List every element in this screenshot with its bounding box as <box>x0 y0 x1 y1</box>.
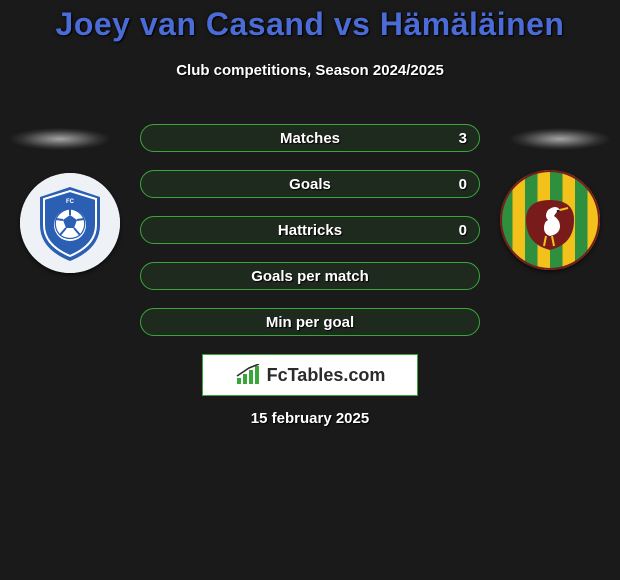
stat-row-goals-per-match: Goals per match <box>140 262 480 290</box>
bar-chart-icon <box>235 364 261 386</box>
stat-rows: Matches 3 Goals 0 Hattricks 0 Goals per … <box>140 124 480 336</box>
fctables-watermark[interactable]: FcTables.com <box>202 354 418 396</box>
team-crest-left: FC <box>20 173 120 273</box>
comparison-date: 15 february 2025 <box>0 410 620 427</box>
stat-label: Matches <box>141 130 479 147</box>
stat-row-hattricks: Hattricks 0 <box>140 216 480 244</box>
stat-label: Goals per match <box>141 268 479 285</box>
page-title: Joey van Casand vs Hämäläinen <box>0 6 620 43</box>
stat-row-goals: Goals 0 <box>140 170 480 198</box>
ado-den-haag-icon <box>500 170 600 270</box>
stat-label: Goals <box>141 176 479 193</box>
team-crest-right <box>500 170 600 270</box>
comparison-card: Joey van Casand vs Hämäläinen Club compe… <box>0 0 620 580</box>
stat-row-matches: Matches 3 <box>140 124 480 152</box>
crest-shadow-left <box>10 128 110 150</box>
stat-right-value: 0 <box>459 176 467 193</box>
stat-right-value: 0 <box>459 222 467 239</box>
stat-label: Hattricks <box>141 222 479 239</box>
watermark-text: FcTables.com <box>267 365 386 386</box>
page-subtitle: Club competitions, Season 2024/2025 <box>0 62 620 79</box>
stat-right-value: 3 <box>459 130 467 147</box>
svg-text:FC: FC <box>66 199 75 205</box>
crest-shadow-right <box>510 128 610 150</box>
stat-row-min-per-goal: Min per goal <box>140 308 480 336</box>
stat-label: Min per goal <box>141 314 479 331</box>
fc-eindhoven-icon: FC <box>20 173 120 273</box>
